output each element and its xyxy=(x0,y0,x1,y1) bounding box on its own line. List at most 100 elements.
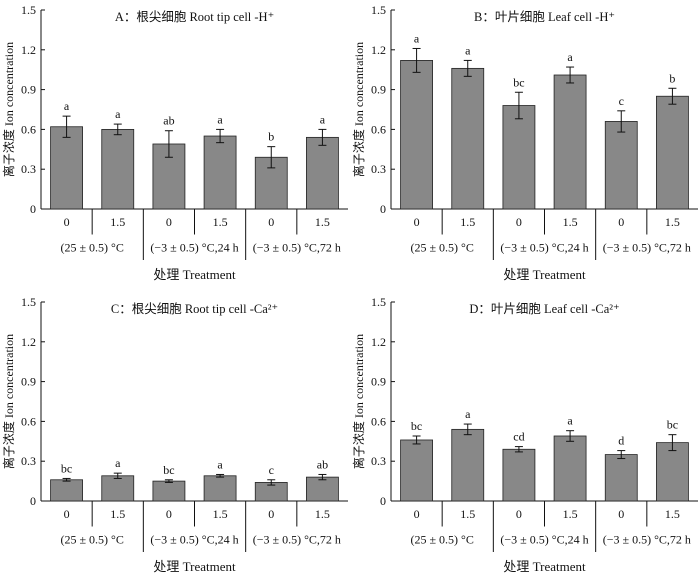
y-tick-label: 0.3 xyxy=(21,162,36,176)
group-label: (25 ± 0.5) °C xyxy=(60,241,123,255)
y-axis-label: 离子浓度 Ion concentration xyxy=(351,334,366,469)
y-axis-label: 离子浓度 Ion concentration xyxy=(1,42,16,177)
bar xyxy=(101,475,135,502)
category-label: 0 xyxy=(64,507,70,521)
category-label: 0 xyxy=(268,215,274,229)
significance-letter: a xyxy=(414,31,420,45)
significance-letter: b xyxy=(669,71,675,85)
significance-letter: a xyxy=(115,456,121,470)
bar xyxy=(553,435,587,502)
bar xyxy=(656,95,689,210)
category-label: 1.5 xyxy=(563,215,578,229)
category-label: 1.5 xyxy=(110,215,125,229)
category-label: 1.5 xyxy=(460,507,475,521)
bar xyxy=(604,121,638,210)
group-label: (25 ± 0.5) °C xyxy=(60,533,123,547)
significance-letter: bc xyxy=(513,75,524,89)
category-label: 0 xyxy=(516,507,522,521)
y-tick-label: 0 xyxy=(380,494,386,508)
bar xyxy=(604,454,638,502)
bar xyxy=(656,442,689,502)
category-label: 1.5 xyxy=(563,507,578,521)
category-label: 0 xyxy=(64,215,70,229)
significance-letter: ab xyxy=(163,114,174,128)
y-tick-label: 1.2 xyxy=(21,335,36,349)
y-axis-label: 离子浓度 Ion concentration xyxy=(1,334,16,469)
y-tick-label: 0.9 xyxy=(371,83,386,97)
y-tick-label: 0.6 xyxy=(371,122,386,136)
y-tick-label: 0.9 xyxy=(21,375,36,389)
panel-title: C：根尖细胞 Root tip cell -Ca²⁺ xyxy=(111,302,278,316)
group-label: (25 ± 0.5) °C xyxy=(410,241,473,255)
significance-letter: a xyxy=(217,457,223,471)
significance-letter: a xyxy=(115,107,121,121)
y-tick-label: 1.5 xyxy=(371,3,386,17)
category-label: 0 xyxy=(268,507,274,521)
bar xyxy=(203,475,237,502)
category-label: 1.5 xyxy=(665,507,680,521)
group-label: (−3 ± 0.5) °C,24 h xyxy=(500,241,588,255)
x-axis-label: 处理 Treatment xyxy=(153,267,236,282)
bar xyxy=(400,439,433,502)
category-label: 1.5 xyxy=(315,215,330,229)
significance-letter: ab xyxy=(317,457,328,471)
significance-letter: b xyxy=(268,130,274,144)
bar xyxy=(451,67,485,210)
group-label: (−3 ± 0.5) °C,24 h xyxy=(150,241,238,255)
panel-c: 0 0.3 0.6 0.9 1.2 1.5 离子浓度 Ion concentration C：… xyxy=(1,295,348,573)
significance-letter: a xyxy=(465,407,471,421)
significance-letter: d xyxy=(618,434,624,448)
group-label: (25 ± 0.5) °C xyxy=(410,533,473,547)
bar xyxy=(101,128,135,210)
category-label: 0 xyxy=(516,215,522,229)
category-label: 0 xyxy=(166,215,172,229)
category-label: 1.5 xyxy=(665,215,680,229)
group-label: (−3 ± 0.5) °C,24 h xyxy=(150,533,238,547)
group-label: (−3 ± 0.5) °C,72 h xyxy=(253,533,341,547)
x-axis-label: 处理 Treatment xyxy=(153,559,236,573)
bar xyxy=(203,135,237,210)
significance-letter: a xyxy=(465,43,471,57)
significance-letter: c xyxy=(619,94,624,108)
bar xyxy=(50,479,83,502)
bar xyxy=(502,448,536,502)
y-tick-label: 0 xyxy=(30,202,36,216)
y-tick-label: 1.2 xyxy=(21,43,36,57)
category-label: 0 xyxy=(618,507,624,521)
significance-letter: a xyxy=(567,50,573,64)
y-tick-label: 0 xyxy=(30,494,36,508)
bar xyxy=(306,136,339,210)
y-tick-label: 1.5 xyxy=(371,295,386,309)
significance-letter: a xyxy=(217,112,223,126)
group-label: (−3 ± 0.5) °C,24 h xyxy=(500,533,588,547)
significance-letter: bc xyxy=(163,463,174,477)
y-tick-label: 0.9 xyxy=(371,375,386,389)
bar xyxy=(400,60,433,210)
significance-letter: cd xyxy=(513,430,524,444)
category-label: 0 xyxy=(414,507,420,521)
group-label: (−3 ± 0.5) °C,72 h xyxy=(603,241,691,255)
category-label: 1.5 xyxy=(460,215,475,229)
y-tick-label: 1.5 xyxy=(21,295,36,309)
significance-letter: bc xyxy=(667,418,678,432)
bar xyxy=(306,476,339,502)
significance-letter: bc xyxy=(61,461,72,475)
significance-letter: a xyxy=(64,99,70,113)
category-label: 1.5 xyxy=(213,215,228,229)
category-label: 1.5 xyxy=(110,507,125,521)
y-tick-label: 0 xyxy=(380,202,386,216)
y-tick-label: 0.6 xyxy=(371,414,386,428)
bar xyxy=(50,126,83,210)
panel-b: 0 0.3 0.6 0.9 1.2 1.5 离子浓度 Ion concentration B：… xyxy=(351,3,698,282)
group-label: (−3 ± 0.5) °C,72 h xyxy=(603,533,691,547)
significance-letter: a xyxy=(567,414,573,428)
significance-letter: a xyxy=(320,112,326,126)
y-tick-label: 0.6 xyxy=(21,414,36,428)
category-label: 1.5 xyxy=(315,507,330,521)
bar xyxy=(553,74,587,210)
y-tick-label: 1.2 xyxy=(371,43,386,57)
bar xyxy=(152,480,186,502)
panel-title: A：根尖细胞 Root tip cell -H⁺ xyxy=(115,10,274,24)
y-tick-label: 1.5 xyxy=(21,3,36,17)
significance-letter: bc xyxy=(411,419,422,433)
